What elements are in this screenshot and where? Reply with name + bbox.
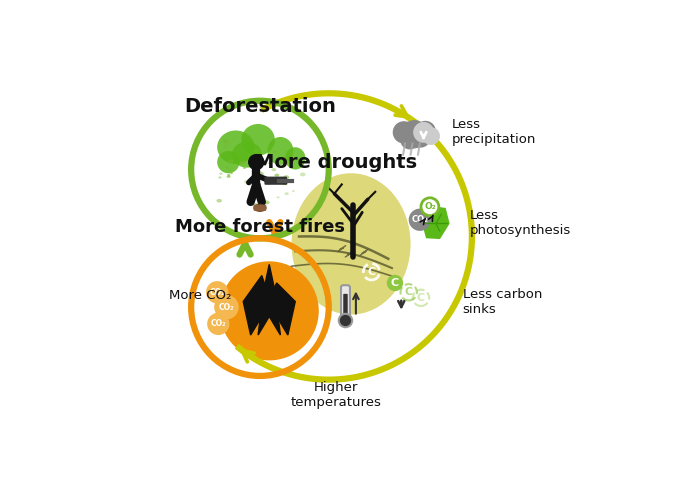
Ellipse shape: [253, 149, 259, 153]
Circle shape: [393, 121, 415, 143]
Ellipse shape: [271, 168, 276, 171]
Circle shape: [422, 127, 440, 145]
Ellipse shape: [223, 140, 228, 143]
Ellipse shape: [256, 180, 259, 183]
Ellipse shape: [217, 130, 254, 164]
Circle shape: [409, 209, 431, 231]
Circle shape: [248, 154, 264, 170]
Ellipse shape: [284, 157, 289, 160]
Ellipse shape: [268, 162, 271, 164]
Ellipse shape: [285, 147, 306, 170]
Ellipse shape: [240, 161, 245, 164]
FancyBboxPatch shape: [253, 205, 266, 211]
Ellipse shape: [254, 204, 266, 211]
Ellipse shape: [216, 199, 222, 202]
Ellipse shape: [282, 181, 288, 185]
Text: CO₂: CO₂: [219, 303, 234, 312]
FancyBboxPatch shape: [264, 177, 287, 185]
Ellipse shape: [232, 142, 262, 168]
Polygon shape: [423, 207, 449, 238]
Ellipse shape: [257, 168, 260, 170]
Ellipse shape: [284, 192, 289, 195]
Text: C: C: [405, 287, 413, 297]
Text: More CO₂: More CO₂: [169, 289, 232, 302]
Ellipse shape: [264, 200, 270, 204]
FancyBboxPatch shape: [341, 285, 350, 321]
Ellipse shape: [283, 157, 287, 160]
Ellipse shape: [258, 187, 261, 190]
Text: More forest fires: More forest fires: [175, 218, 345, 236]
Text: CO₂: CO₂: [210, 288, 225, 297]
FancyBboxPatch shape: [343, 294, 348, 319]
Ellipse shape: [290, 152, 293, 154]
Ellipse shape: [230, 172, 233, 174]
Ellipse shape: [225, 166, 228, 169]
Ellipse shape: [228, 159, 234, 163]
Ellipse shape: [217, 151, 240, 173]
Ellipse shape: [227, 175, 231, 178]
Ellipse shape: [273, 178, 279, 182]
Text: C: C: [367, 267, 375, 277]
Text: C: C: [391, 278, 399, 288]
Ellipse shape: [253, 203, 260, 207]
Circle shape: [214, 295, 239, 319]
Ellipse shape: [243, 167, 246, 169]
Ellipse shape: [292, 173, 410, 314]
Text: Higher
temperatures: Higher temperatures: [290, 381, 382, 409]
Ellipse shape: [219, 172, 223, 175]
Ellipse shape: [277, 196, 279, 199]
Ellipse shape: [244, 181, 249, 184]
Text: CO₂: CO₂: [412, 215, 428, 224]
Polygon shape: [243, 275, 269, 335]
Ellipse shape: [283, 175, 289, 179]
Circle shape: [421, 198, 439, 215]
Ellipse shape: [273, 150, 277, 153]
Text: Less carbon
sinks: Less carbon sinks: [462, 287, 542, 315]
Ellipse shape: [219, 176, 221, 179]
Text: More droughts: More droughts: [255, 153, 417, 171]
Ellipse shape: [223, 145, 228, 148]
Text: C: C: [417, 293, 425, 303]
Polygon shape: [258, 264, 280, 335]
Circle shape: [413, 122, 434, 143]
Ellipse shape: [241, 161, 246, 164]
Ellipse shape: [228, 169, 231, 170]
Circle shape: [412, 130, 430, 148]
Text: Less
photosynthesis: Less photosynthesis: [470, 210, 571, 238]
Ellipse shape: [285, 160, 290, 164]
Text: Deforestation: Deforestation: [184, 97, 336, 116]
Ellipse shape: [248, 200, 251, 202]
Ellipse shape: [297, 159, 300, 161]
Ellipse shape: [258, 172, 264, 176]
Circle shape: [207, 313, 229, 335]
Ellipse shape: [292, 190, 295, 192]
Ellipse shape: [227, 174, 230, 176]
Circle shape: [400, 130, 419, 149]
Circle shape: [387, 275, 403, 291]
Ellipse shape: [266, 182, 271, 185]
Polygon shape: [269, 283, 295, 335]
Text: Less
precipitation: Less precipitation: [451, 118, 536, 146]
Ellipse shape: [300, 172, 306, 176]
Text: O₂: O₂: [424, 202, 436, 211]
Text: CO₂: CO₂: [210, 319, 226, 328]
Ellipse shape: [241, 124, 275, 156]
Circle shape: [400, 120, 428, 148]
Circle shape: [339, 314, 352, 327]
Circle shape: [415, 121, 436, 142]
Ellipse shape: [275, 173, 279, 177]
Ellipse shape: [267, 137, 293, 165]
Circle shape: [220, 261, 319, 360]
Circle shape: [206, 281, 228, 303]
